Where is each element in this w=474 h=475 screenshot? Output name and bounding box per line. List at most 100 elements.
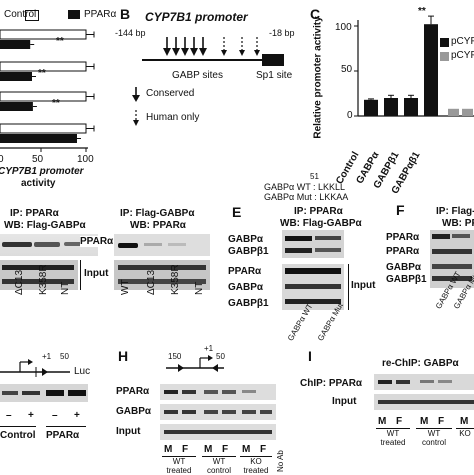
group-underline: [240, 456, 272, 457]
panel-d: IP: PPARα WB: Flag-GABPα IP: Flag-GABPα …: [0, 200, 220, 310]
bar-ppara: [0, 72, 32, 81]
bar: [364, 99, 378, 116]
ip-title: IP: Flag-G: [436, 206, 474, 217]
blot-left-input: [0, 260, 78, 290]
panel-letter: B: [120, 6, 131, 22]
row-label: Input: [332, 396, 357, 407]
panel-title: CYP7B1 promoter: [145, 10, 248, 24]
significance-star: **: [38, 68, 46, 79]
bar-ppara: [0, 40, 31, 49]
wb-title: WB: PP: [442, 218, 474, 229]
row-label: PPARα: [386, 232, 420, 243]
ppara-band-label: PPARα: [80, 236, 114, 247]
bar: [384, 98, 398, 116]
row-label: PPARα: [228, 266, 262, 277]
lane-label: F: [182, 444, 189, 455]
legend-label: pCYP: [451, 50, 474, 61]
wb-title-left: WB: Flag-GABPα: [4, 220, 86, 231]
lane-label: ΔC13: [14, 269, 25, 295]
group-label: WT control: [206, 457, 231, 475]
bar-control: [0, 29, 87, 40]
blot-i-input: [374, 394, 474, 410]
panel-letter: F: [396, 202, 405, 218]
panel-letter: C: [310, 6, 321, 22]
row-label: GABPα: [386, 262, 422, 273]
panel-g: +1 50 Luc – + – + Control PPARα: [0, 340, 104, 474]
legend-swatch-black: [440, 38, 449, 47]
sign-label: –: [52, 410, 58, 421]
bar: [404, 98, 418, 116]
panel-e: 51 GABPα WT : LKKLL GABPα Mut : LKKAA E …: [222, 170, 382, 343]
panel-letter: H: [118, 348, 129, 364]
lane-label: M: [204, 444, 213, 455]
group-label: KO treated: [243, 457, 269, 475]
group-label: WT control: [421, 429, 446, 447]
lane-label: M: [164, 444, 173, 455]
bar-ppara: [0, 102, 33, 111]
lane-label: M: [460, 416, 469, 427]
group-underline: [0, 426, 36, 427]
panel-f: F IP: Flag-G WB: PP PPARα PPARα GABPα GA…: [384, 200, 474, 310]
lane-label: M: [420, 416, 429, 427]
lane-label: M: [242, 444, 251, 455]
lane-label: ΔC13: [146, 269, 157, 295]
lane-label: F: [396, 416, 403, 427]
axis-tick-100: 100: [77, 154, 94, 165]
input-label: Input: [351, 280, 376, 291]
lane-label: NT: [194, 281, 205, 295]
significance-star: **: [52, 98, 60, 109]
luc-label: Luc: [74, 366, 91, 377]
x-axis-title-line-1: CYP7B1 promoter: [0, 166, 84, 177]
blot-right-input: [114, 260, 210, 290]
y-tick-50: 50: [341, 64, 353, 75]
construct-diagram-g: [0, 359, 70, 377]
row-label: GABPβ1: [386, 274, 427, 285]
lane-label: F: [222, 444, 229, 455]
group-label: PPARα: [46, 430, 80, 441]
promoter-activity-chart-c: [354, 15, 474, 117]
gabp-sites-label: GABP sites: [172, 70, 223, 81]
ip-title-left: IP: PPARα: [10, 208, 59, 219]
input-bracket: [80, 260, 81, 290]
legend-label-control: Control: [4, 9, 37, 20]
group-label: WT treated: [380, 429, 406, 447]
group-underline: [46, 426, 86, 427]
axis-tick-0: 0: [0, 154, 4, 165]
blot-g: [0, 384, 88, 402]
legend-swatch-gray: [440, 52, 449, 61]
panel-b: B CYP7B1 promoter -144 bp -18 bp GABP si…: [112, 0, 307, 130]
group-underline: [416, 428, 452, 429]
panel-letter: I: [308, 348, 312, 364]
row-label: PPARα: [386, 246, 420, 257]
position-label: 150: [168, 352, 182, 361]
legend-swatch-control: [25, 10, 39, 21]
lane-label: No Ab: [276, 450, 285, 472]
bar: [424, 24, 438, 117]
sequence-position: 51: [310, 172, 319, 181]
row-label: GABPβ1: [228, 298, 269, 309]
position-label: +1: [204, 344, 214, 353]
group-label: KO: [459, 429, 471, 438]
panel-h: H 150 +1 50 PPARα GABPα Input M F M F M …: [108, 340, 298, 475]
legend-label: pCYP: [451, 36, 474, 47]
conserved-legend-label: Conserved: [146, 88, 195, 99]
sign-label: –: [6, 410, 12, 421]
lane-label: M: [378, 416, 387, 427]
blot-input: [282, 264, 344, 310]
group-underline: [162, 456, 196, 457]
input-label: Input: [84, 268, 109, 279]
promoter-activity-chart-a: [0, 29, 95, 152]
wb-title-right: WB: PPARα: [130, 220, 186, 231]
row-label: GABPα: [116, 406, 152, 417]
ip-title: IP: PPARα: [294, 206, 343, 217]
group-label: WT treated: [166, 457, 192, 475]
sequence-mut: GABPα Mut : LKKAA: [264, 192, 349, 202]
x-axis-title-line-2: activity: [21, 178, 56, 189]
legend-label-ppara: PPARα: [84, 9, 117, 20]
row-label: PPARα: [116, 386, 150, 397]
blot-left-top: [0, 234, 98, 256]
group-underline: [376, 428, 410, 429]
blot-h-gabp: [160, 404, 276, 420]
axis-tick-50: 50: [32, 154, 44, 165]
lane-label: WT: [120, 279, 131, 295]
